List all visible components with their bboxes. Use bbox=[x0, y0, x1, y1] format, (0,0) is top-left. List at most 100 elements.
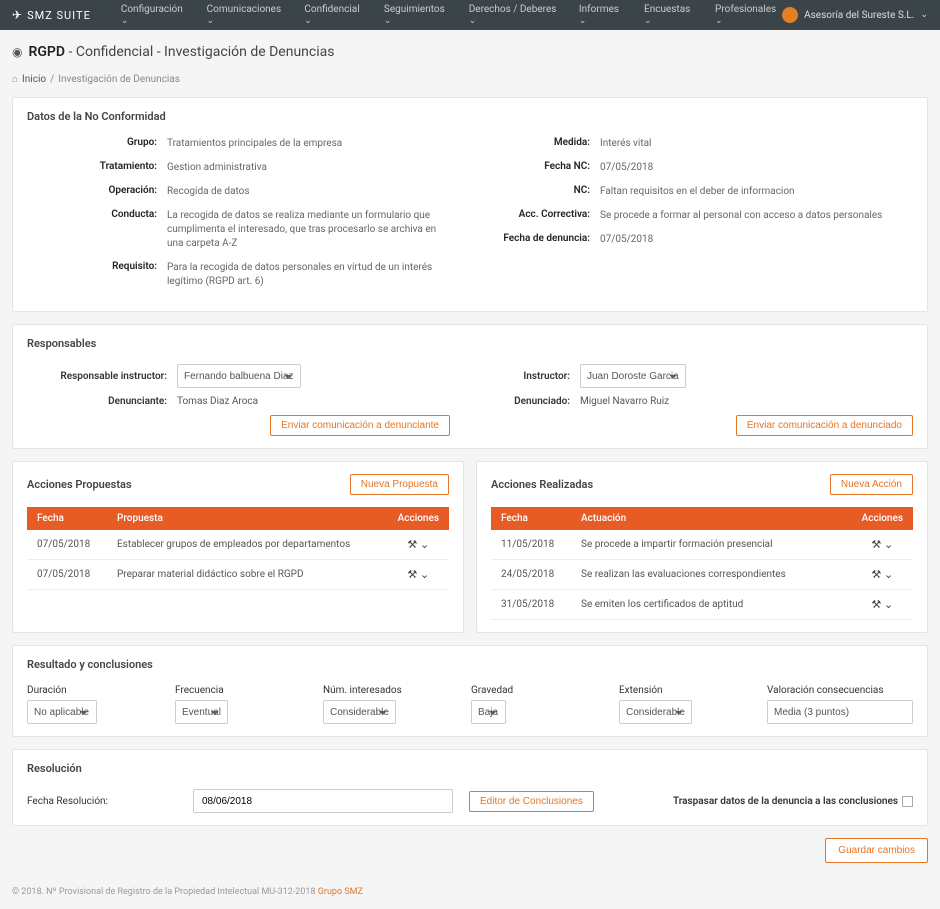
table-realizadas: Fecha Actuación Acciones 11/05/2018Se pr… bbox=[491, 507, 913, 620]
card-no-conformidad: Datos de la No Conformidad Grupo:Tratami… bbox=[12, 97, 928, 312]
btn-nueva-accion[interactable]: Nueva Acción bbox=[830, 474, 913, 495]
topbar-nav: Configuración Comunicaciones Confidencia… bbox=[121, 4, 782, 26]
table-row: 24/05/2018Se realizan las evaluaciones c… bbox=[491, 560, 913, 590]
kv-value: Para la recogida de datos personales en … bbox=[167, 261, 450, 289]
btn-enviar-denunciado[interactable]: Enviar comunicación a denunciado bbox=[736, 415, 913, 436]
select-responsable-instructor[interactable]: Fernando balbuena Diaz bbox=[177, 364, 301, 388]
page-header: ◉ RGPD - Confidencial - Investigación de… bbox=[12, 30, 928, 70]
label-instructor: Instructor: bbox=[490, 371, 580, 382]
card-acciones-realizadas: Acciones Realizadas Nueva Acción Fecha A… bbox=[476, 461, 928, 633]
nav-item[interactable]: Encuestas bbox=[644, 4, 697, 26]
table-propuestas: Fecha Propuesta Acciones 07/05/2018Estab… bbox=[27, 507, 449, 590]
kv-value: 07/05/2018 bbox=[600, 161, 913, 175]
tools-icon[interactable]: ⚒ ⌄ bbox=[871, 598, 893, 611]
kv-label: Medida: bbox=[490, 137, 600, 151]
logo[interactable]: SMZ SUITE bbox=[12, 8, 91, 22]
card-resolucion: Resolución Fecha Resolución: Editor de C… bbox=[12, 749, 928, 826]
back-icon[interactable]: ◉ bbox=[12, 45, 22, 59]
user-menu[interactable]: Asesoría del Sureste S.L. bbox=[782, 7, 928, 23]
btn-enviar-denunciante[interactable]: Enviar comunicación a denunciante bbox=[270, 415, 450, 436]
card-acciones-propuestas: Acciones Propuestas Nueva Propuesta Fech… bbox=[12, 461, 464, 633]
kv-value: Recogida de datos bbox=[167, 185, 450, 199]
label-fecha-resolucion: Fecha Resolución: bbox=[27, 796, 177, 807]
kv-label: Conducta: bbox=[27, 209, 167, 251]
copyright: © 2018. Nº Provisional de Registro de la… bbox=[0, 875, 940, 909]
label: Duración bbox=[27, 685, 163, 696]
kv-value: Tratamientos principales de la empresa bbox=[167, 137, 450, 151]
select-instructor[interactable]: Juan Doroste Garcia bbox=[580, 364, 686, 388]
page-title: RGPD - Confidencial - Investigación de D… bbox=[28, 44, 334, 60]
kv-label: Grupo: bbox=[27, 137, 167, 151]
user-name: Asesoría del Sureste S.L. bbox=[804, 10, 914, 21]
kv-value: Faltan requisitos en el deber de informa… bbox=[600, 185, 913, 199]
tools-icon[interactable]: ⚒ ⌄ bbox=[407, 568, 429, 581]
kv-value: Gestion administrativa bbox=[167, 161, 450, 175]
value-denunciado: Miguel Navarro Ruiz bbox=[580, 396, 913, 407]
select-frecuencia[interactable]: Eventual bbox=[175, 700, 228, 724]
kv-label: NC: bbox=[490, 185, 600, 199]
card-title: Acciones Realizadas bbox=[491, 478, 593, 491]
table-row: 07/05/2018Establecer grupos de empleados… bbox=[27, 530, 449, 560]
kv-label: Requisito: bbox=[27, 261, 167, 289]
kv-value: Interés vital bbox=[600, 137, 913, 151]
card-responsables: Responsables Responsable instructor: Fer… bbox=[12, 324, 928, 449]
label: Extensión bbox=[619, 685, 755, 696]
input-fecha-resolucion[interactable] bbox=[193, 789, 453, 813]
nav-item[interactable]: Derechos / Deberes bbox=[469, 4, 561, 26]
btn-guardar-cambios[interactable]: Guardar cambios bbox=[825, 838, 928, 863]
btn-nueva-propuesta[interactable]: Nueva Propuesta bbox=[350, 474, 449, 495]
kv-label: Fecha de denuncia: bbox=[490, 233, 600, 247]
btn-editor-conclusiones[interactable]: Editor de Conclusiones bbox=[469, 791, 594, 812]
tools-icon[interactable]: ⚒ ⌄ bbox=[407, 538, 429, 551]
label-denunciado: Denunciado: bbox=[490, 396, 580, 407]
th: Acciones bbox=[852, 507, 913, 530]
input-valoracion[interactable] bbox=[767, 700, 913, 724]
label-traspasar: Traspasar datos de la denuncia a las con… bbox=[673, 796, 898, 807]
nav-item[interactable]: Seguimientos bbox=[384, 4, 451, 26]
label: Núm. interesados bbox=[323, 685, 459, 696]
kv-value: 07/05/2018 bbox=[600, 233, 913, 247]
th: Fecha bbox=[491, 507, 571, 530]
select-gravedad[interactable]: Baja bbox=[471, 700, 506, 724]
nav-item[interactable]: Profesionales bbox=[715, 4, 782, 26]
select-extension[interactable]: Considerable bbox=[619, 700, 692, 724]
select-interesados[interactable]: Considerable bbox=[323, 700, 396, 724]
tools-icon[interactable]: ⚒ ⌄ bbox=[871, 568, 893, 581]
label: Frecuencia bbox=[175, 685, 311, 696]
kv-label: Acc. Correctiva: bbox=[490, 209, 600, 223]
nav-item[interactable]: Configuración bbox=[121, 4, 189, 26]
copyright-link[interactable]: Grupo SMZ bbox=[318, 887, 363, 897]
kv-label: Tratamiento: bbox=[27, 161, 167, 175]
nav-item[interactable]: Informes bbox=[579, 4, 626, 26]
breadcrumb-home[interactable]: Inicio bbox=[22, 74, 46, 85]
th: Propuesta bbox=[107, 507, 388, 530]
table-row: 11/05/2018Se procede a impartir formació… bbox=[491, 530, 913, 560]
card-title: Resolución bbox=[27, 762, 913, 775]
select-duracion[interactable]: No aplicable bbox=[27, 700, 97, 724]
value-denunciante: Tomas Diaz Aroca bbox=[177, 396, 450, 407]
card-title: Responsables bbox=[27, 337, 913, 350]
th: Acciones bbox=[388, 507, 449, 530]
table-row: 31/05/2018Se emiten los certificados de … bbox=[491, 590, 913, 620]
checkbox-traspasar[interactable] bbox=[902, 796, 913, 807]
kv-label: Operación: bbox=[27, 185, 167, 199]
th: Fecha bbox=[27, 507, 107, 530]
nav-item[interactable]: Comunicaciones bbox=[207, 4, 287, 26]
topbar: SMZ SUITE Configuración Comunicaciones C… bbox=[0, 0, 940, 30]
label-denunciante: Denunciante: bbox=[27, 396, 177, 407]
card-title: Acciones Propuestas bbox=[27, 478, 132, 491]
breadcrumb-current: Investigación de Denuncias bbox=[58, 74, 180, 85]
card-title: Datos de la No Conformidad bbox=[27, 110, 913, 123]
tools-icon[interactable]: ⚒ ⌄ bbox=[871, 538, 893, 551]
label: Gravedad bbox=[471, 685, 607, 696]
table-row: 07/05/2018Preparar material didáctico so… bbox=[27, 560, 449, 590]
label: Valoración consecuencias bbox=[767, 685, 913, 696]
kv-value: Se procede a formar al personal con acce… bbox=[600, 209, 913, 223]
avatar-icon bbox=[782, 7, 798, 23]
nav-item[interactable]: Confidencial bbox=[304, 4, 366, 26]
kv-value: La recogida de datos se realiza mediante… bbox=[167, 209, 450, 251]
home-icon: ⌂ bbox=[12, 74, 18, 85]
card-title: Resultado y conclusiones bbox=[27, 658, 913, 671]
breadcrumb: ⌂ Inicio / Investigación de Denuncias bbox=[12, 70, 928, 97]
th: Actuación bbox=[571, 507, 852, 530]
